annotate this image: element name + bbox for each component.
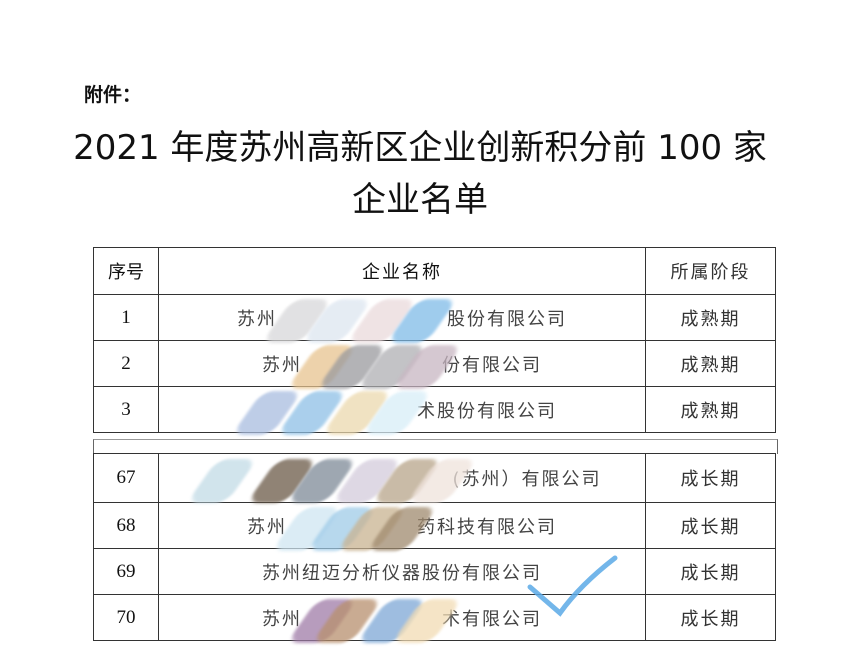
redaction-smudge bbox=[286, 598, 463, 643]
page-subtitle: 企业名单 bbox=[352, 180, 488, 220]
row-stage: 成熟期 bbox=[645, 386, 776, 433]
name-suffix: 术有限公司 bbox=[442, 608, 542, 630]
table-row: 68 苏州 药科技有限公司 成长期 bbox=[93, 502, 776, 551]
name-suffix: (苏州）有限公司 bbox=[452, 469, 602, 490]
header-name: 企业名称 bbox=[158, 247, 646, 295]
row-stage: 成熟期 bbox=[645, 294, 776, 341]
row-no: 67 bbox=[93, 453, 159, 503]
row-no: 3 bbox=[93, 386, 159, 433]
redaction-smudge bbox=[261, 298, 458, 343]
row-name: 苏州纽迈分析仪器股份有限公司 bbox=[158, 548, 646, 595]
table-row: 70 苏州 术有限公司 成长期 bbox=[93, 594, 776, 643]
table-row: 69 苏州纽迈分析仪器股份有限公司 成长期 bbox=[93, 548, 776, 595]
checkmark-icon bbox=[527, 555, 618, 617]
page-break-gap bbox=[93, 439, 778, 454]
redaction-smudge bbox=[286, 344, 463, 389]
name-prefix: 苏州 bbox=[237, 308, 277, 330]
row-stage: 成长期 bbox=[645, 594, 776, 641]
company-table-bottom: 67 (苏州）有限公司 成长期 68 苏州 药科技有限公司 成长期 69 苏州纽迈… bbox=[93, 453, 776, 643]
row-name: 术股份有限公司 bbox=[158, 386, 646, 435]
row-stage: 成长期 bbox=[645, 548, 776, 595]
row-name: 苏州 股份有限公司 bbox=[158, 294, 646, 343]
row-name: 苏州 药科技有限公司 bbox=[158, 502, 646, 551]
company-table-top: 序号 企业名称 所属阶段 1 苏州 股份有限公司 成熟期 2 苏州 份有限公司 成熟… bbox=[93, 247, 776, 435]
row-no: 1 bbox=[93, 294, 159, 341]
row-stage: 成长期 bbox=[645, 453, 776, 503]
name-prefix: 苏州 bbox=[247, 516, 287, 538]
name-suffix: 股份有限公司 bbox=[447, 308, 567, 330]
name-suffix: 份有限公司 bbox=[442, 354, 542, 376]
page-title: 2021 年度苏州高新区企业创新积分前 100 家 bbox=[73, 128, 767, 168]
row-no: 70 bbox=[93, 594, 159, 641]
table-row: 67 (苏州）有限公司 成长期 bbox=[93, 453, 776, 503]
row-stage: 成熟期 bbox=[645, 340, 776, 387]
header-no: 序号 bbox=[93, 247, 159, 295]
row-name: (苏州）有限公司 bbox=[158, 453, 646, 503]
name-prefix: 苏州 bbox=[262, 608, 302, 630]
name-prefix: 苏州 bbox=[262, 354, 302, 376]
redaction-smudge bbox=[271, 506, 438, 551]
table-row: 1 苏州 股份有限公司 成熟期 bbox=[93, 294, 776, 343]
table-row: 3 术股份有限公司 成熟期 bbox=[93, 386, 776, 435]
table-row: 2 苏州 份有限公司 成熟期 bbox=[93, 340, 776, 389]
row-name: 苏州 术有限公司 bbox=[158, 594, 646, 643]
redaction-smudge bbox=[231, 390, 433, 435]
redaction-smudge bbox=[187, 459, 478, 503]
row-no: 69 bbox=[93, 548, 159, 595]
name-suffix: 术股份有限公司 bbox=[417, 400, 557, 422]
attachment-label: 附件： bbox=[84, 84, 142, 106]
name-suffix: 药科技有限公司 bbox=[417, 516, 557, 538]
header-stage: 所属阶段 bbox=[645, 247, 776, 295]
row-no: 68 bbox=[93, 502, 159, 549]
row-stage: 成长期 bbox=[645, 502, 776, 549]
row-name: 苏州 份有限公司 bbox=[158, 340, 646, 389]
row-no: 2 bbox=[93, 340, 159, 387]
table-header: 序号 企业名称 所属阶段 bbox=[93, 247, 776, 295]
